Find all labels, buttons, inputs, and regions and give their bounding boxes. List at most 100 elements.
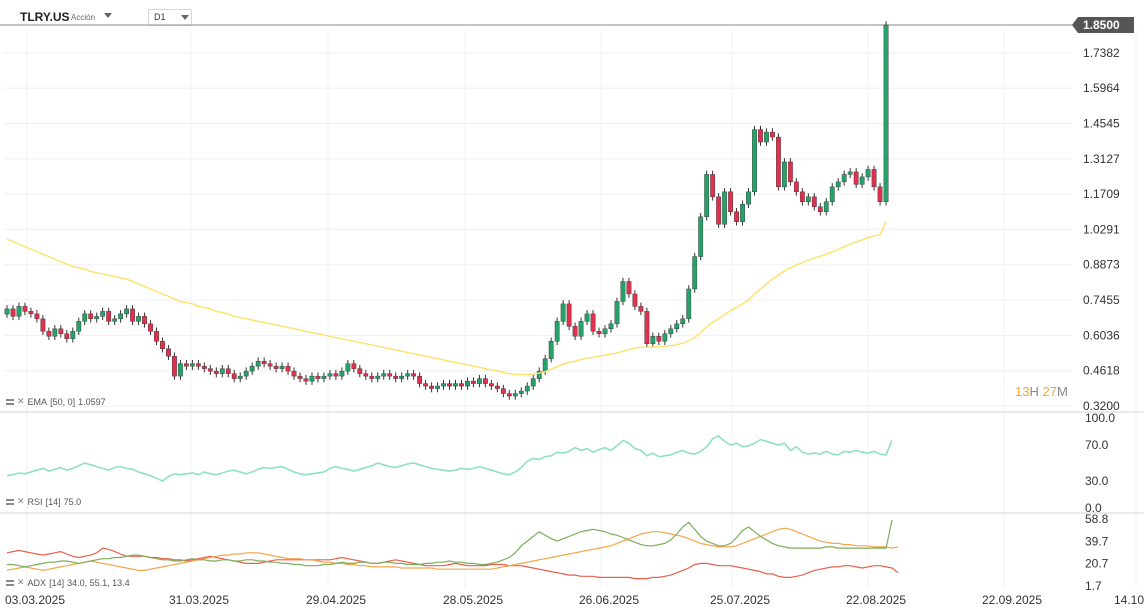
price-tick-label: 0.4618: [1083, 364, 1120, 378]
candle-body: [154, 331, 159, 342]
candle-body: [34, 313, 40, 320]
close-icon[interactable]: ✕: [17, 496, 25, 506]
candle-body: [799, 191, 805, 203]
candle-body: [40, 318, 46, 332]
candle-body: [871, 169, 877, 188]
candle-body: [231, 373, 237, 379]
timeframe-select[interactable]: D1: [148, 9, 192, 26]
countdown-hours-unit: H: [1029, 384, 1039, 399]
candle-body: [662, 333, 668, 342]
date-tick-label: 22.08.2025: [846, 593, 906, 607]
symbol-dropdown-icon[interactable]: [104, 13, 112, 18]
candle-body: [459, 383, 464, 387]
candle-body: [823, 201, 829, 212]
candle-body: [243, 370, 249, 377]
close-icon[interactable]: ✕: [17, 577, 25, 587]
candle-body: [375, 375, 381, 379]
settings-handle-icon[interactable]: [6, 498, 14, 505]
candle-body: [518, 390, 524, 394]
candle-body: [237, 375, 243, 379]
candle-body: [58, 328, 64, 334]
candle-body: [309, 375, 315, 382]
candle-body: [524, 385, 530, 392]
candle-body: [536, 370, 542, 379]
settings-handle-icon[interactable]: [6, 398, 14, 405]
candle-body: [411, 373, 417, 377]
ema-legend[interactable]: ✕ EMA [50, 0] 1.0597: [6, 396, 106, 407]
chevron-down-icon: [181, 15, 189, 20]
symbol-name[interactable]: TLRY.US: [20, 10, 70, 24]
candle-body: [716, 196, 722, 225]
di-minus-line: [6, 547, 899, 580]
candle-body: [782, 161, 787, 188]
candle-body: [64, 333, 70, 339]
adx-tick-label: 1.7: [1085, 579, 1102, 593]
candle-body: [82, 313, 88, 322]
rsi-tick-label: 0.0: [1085, 501, 1102, 515]
candle-body: [548, 341, 554, 359]
candle-body: [441, 383, 446, 387]
candle-body: [417, 375, 423, 384]
candle-body: [542, 358, 548, 372]
candle-body: [46, 331, 52, 337]
candle-body: [656, 336, 662, 342]
candle-body: [483, 378, 488, 384]
candle-body: [213, 370, 219, 374]
candle-body: [644, 311, 650, 344]
candle-body: [219, 368, 225, 374]
candle-body: [339, 370, 345, 377]
candle-body: [632, 293, 638, 307]
ema-name: EMA: [27, 396, 48, 407]
countdown-minutes-unit: M: [1056, 384, 1068, 399]
candle-body: [279, 365, 285, 369]
last-price-tag: [1072, 17, 1134, 33]
candle-body: [626, 281, 632, 295]
candle-body: [770, 131, 775, 138]
candle-body: [28, 311, 34, 315]
candle-body: [692, 256, 698, 290]
di-plus-line: [6, 527, 899, 572]
candle-body: [841, 174, 847, 183]
date-tick-label: 26.06.2025: [579, 593, 639, 607]
candle-body: [829, 186, 835, 203]
chart-series: [4, 21, 899, 580]
adx-legend[interactable]: ✕ ADX [14] 34.0, 55.1, 13.4: [6, 577, 130, 588]
candle-body: [728, 191, 733, 212]
candle-body: [793, 181, 799, 193]
price-tick-label: 1.5964: [1083, 81, 1120, 95]
adx-tick-label: 39.7: [1085, 534, 1109, 548]
ema-value: 1.0597: [78, 396, 106, 407]
rsi-legend[interactable]: ✕ RSI [14] 75.0: [6, 496, 81, 507]
settings-handle-icon[interactable]: [6, 579, 14, 586]
candle-body: [596, 331, 602, 334]
candle-body: [201, 365, 207, 369]
candle-body: [172, 355, 177, 377]
candle-body: [106, 311, 112, 322]
close-icon[interactable]: ✕: [17, 396, 25, 406]
candle-body: [142, 316, 147, 325]
rsi-tick-label: 30.0: [1085, 474, 1109, 488]
price-tick-label: 1.3127: [1083, 152, 1120, 166]
candle-body: [740, 204, 745, 222]
candle-body: [680, 318, 686, 325]
candle-body: [566, 303, 572, 327]
adx-name: ADX: [27, 577, 47, 588]
candle-body: [124, 308, 130, 315]
candle-body: [620, 281, 626, 302]
candle-body: [405, 373, 411, 377]
candle-body: [512, 393, 518, 397]
candle-body: [602, 328, 608, 334]
candle-body: [506, 393, 512, 397]
candle-body: [465, 380, 470, 387]
price-tick-label: 1.7382: [1083, 46, 1120, 60]
candle-body: [554, 321, 560, 342]
candle-body: [758, 129, 763, 143]
candle-body: [847, 171, 853, 175]
candle-body: [734, 211, 739, 222]
price-tick-label: 1.0291: [1083, 222, 1120, 236]
candle-body: [698, 216, 704, 257]
candle-body: [746, 191, 751, 205]
asset-type: Acción: [71, 13, 96, 22]
candle-body: [399, 375, 405, 379]
